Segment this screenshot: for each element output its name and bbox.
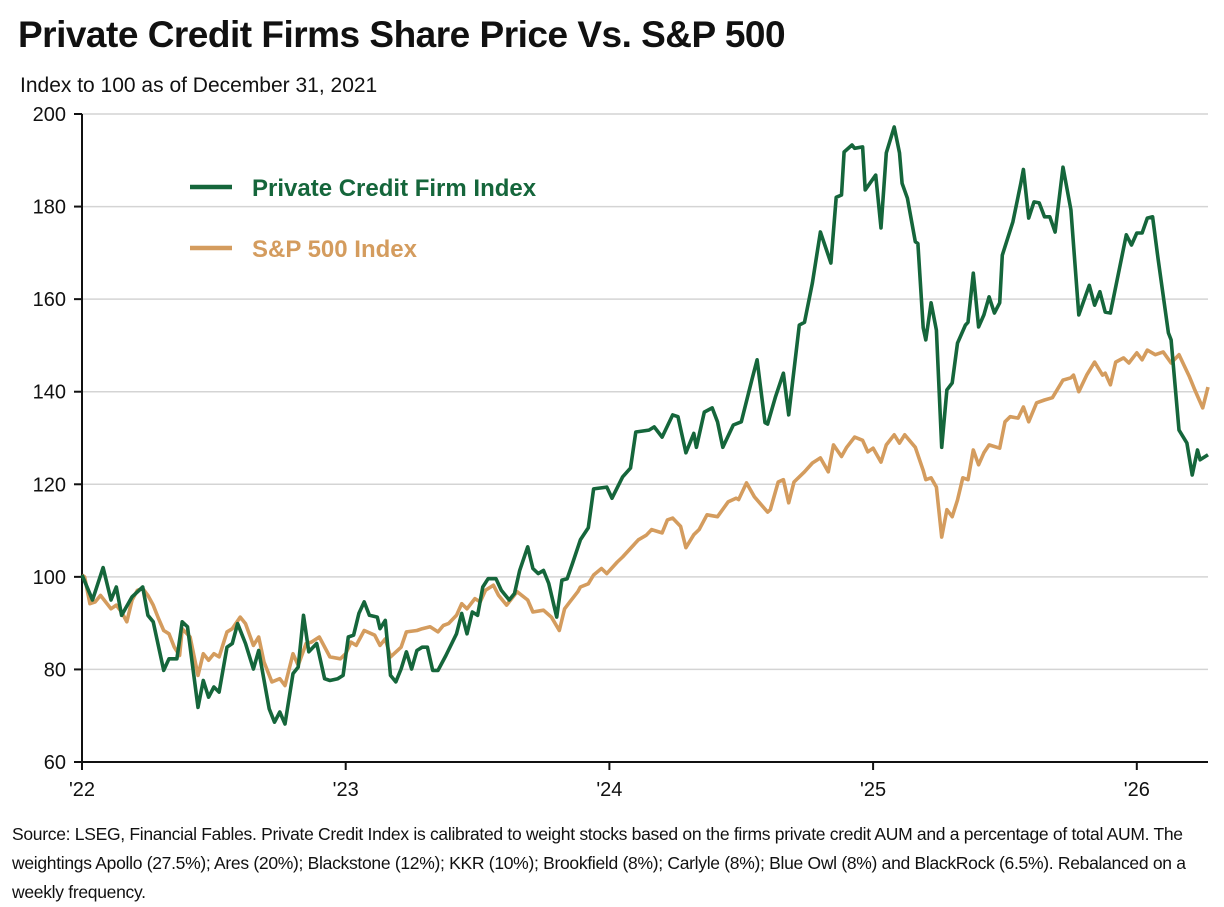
y-tick-label: 100 — [33, 567, 66, 589]
y-tick-label: 140 — [33, 382, 66, 404]
y-tick-label: 180 — [33, 197, 66, 219]
x-tick-label: '23 — [333, 779, 359, 801]
legend: Private Credit Firm Index S&P 500 Index — [190, 175, 537, 263]
y-tick-label: 60 — [44, 752, 66, 774]
axes: 60 80 100 120 140 160 180 200 '22 '23 '24 '25 '26 — [33, 104, 1208, 801]
series-line-private-credit — [80, 125, 1209, 726]
gridlines — [82, 113, 1208, 671]
x-tick-label: '24 — [596, 779, 622, 801]
chart-subtitle: Index to 100 as of December 31, 2021 — [20, 74, 378, 97]
source-footnote: Source: LSEG, Financial Fables. Private … — [12, 824, 1186, 902]
chart-title: Private Credit Firms Share Price Vs. S&P… — [18, 14, 786, 55]
legend-label: S&P 500 Index — [252, 236, 418, 263]
x-tick-label: '22 — [69, 779, 95, 801]
y-tick-label: 160 — [33, 289, 66, 311]
line-chart: 60 80 100 120 140 160 180 200 '22 '23 '24 '25 '26 Pr… — [33, 104, 1210, 801]
legend-label: Private Credit Firm Index — [252, 175, 537, 202]
y-tick-label: 80 — [44, 659, 66, 681]
y-tick-label: 120 — [33, 474, 66, 496]
series-lines — [80, 125, 1210, 726]
series-line-sp500 — [80, 348, 1210, 688]
y-tick-label: 200 — [33, 104, 66, 126]
x-tick-label: '26 — [1124, 779, 1150, 801]
x-tick-label: '25 — [860, 779, 886, 801]
